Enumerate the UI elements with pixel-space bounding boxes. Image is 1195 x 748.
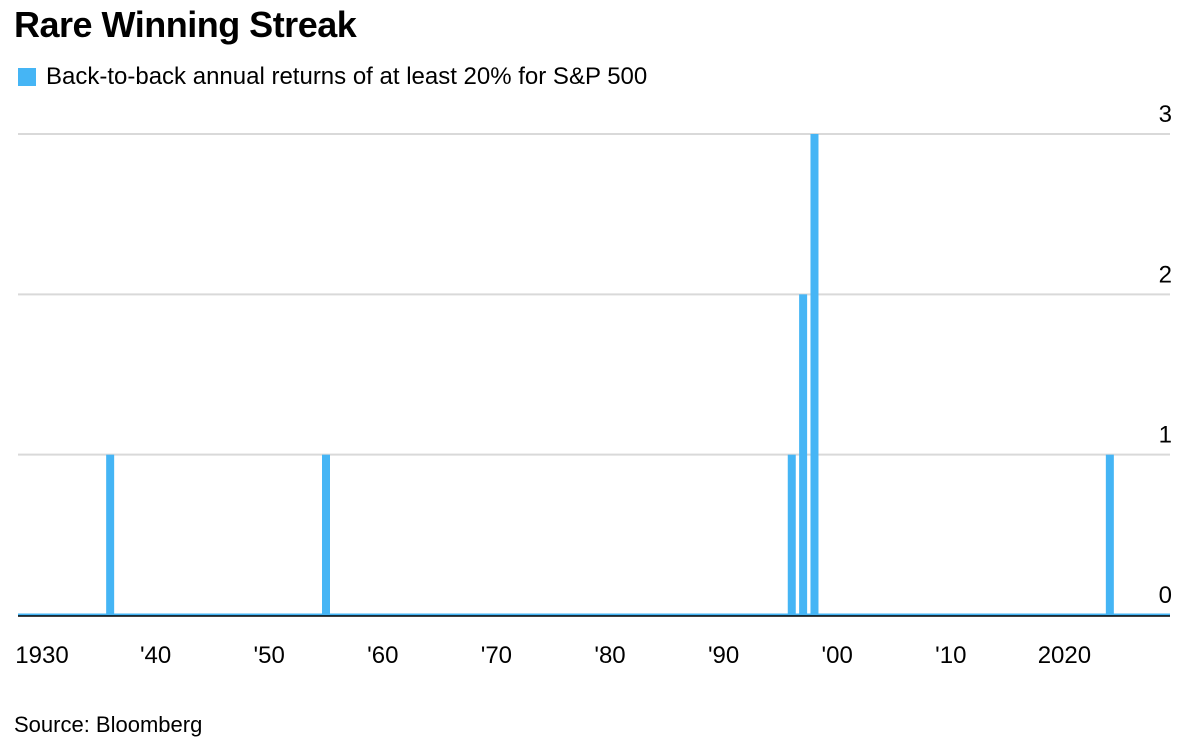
- legend-label: Back-to-back annual returns of at least …: [46, 63, 648, 90]
- x-tick-label: '40: [140, 642, 171, 669]
- legend: Back-to-back annual returns of at least …: [18, 62, 647, 92]
- x-tick-label: '90: [708, 642, 739, 669]
- x-tick-label: '80: [594, 642, 625, 669]
- y-tick-label: 0: [1159, 582, 1172, 609]
- y-tick-label: 2: [1159, 261, 1172, 288]
- x-tick-labels: 1930 '40 '50 '60 '70 '80 '90 '00 '10 2020: [15, 642, 1091, 669]
- source-note: Source: Bloomberg: [14, 712, 203, 737]
- x-tick-label: 1930: [15, 642, 68, 669]
- y-tick-label: 1: [1159, 422, 1172, 449]
- y-tick-label: 3: [1159, 101, 1172, 128]
- y-tick-labels: 0 1 2 3: [1159, 101, 1172, 609]
- x-tick-label: '10: [935, 642, 966, 669]
- x-tick-label: 2020: [1038, 642, 1091, 669]
- bars: [106, 134, 1114, 615]
- x-axis: [18, 613, 1170, 617]
- bar-1998: [810, 134, 819, 615]
- legend-swatch: [18, 68, 36, 86]
- bar-1955: [322, 454, 330, 615]
- bar-1997: [799, 294, 808, 615]
- x-tick-label: '50: [254, 642, 285, 669]
- x-tick-label: '60: [367, 642, 398, 669]
- bar-1996: [787, 454, 796, 615]
- gridlines: [18, 133, 1170, 456]
- bar-1936: [106, 454, 115, 615]
- chart-title: Rare Winning Streak: [14, 4, 357, 45]
- x-tick-label: '00: [822, 642, 853, 669]
- bar-2024: [1105, 454, 1114, 615]
- x-tick-label: '70: [481, 642, 512, 669]
